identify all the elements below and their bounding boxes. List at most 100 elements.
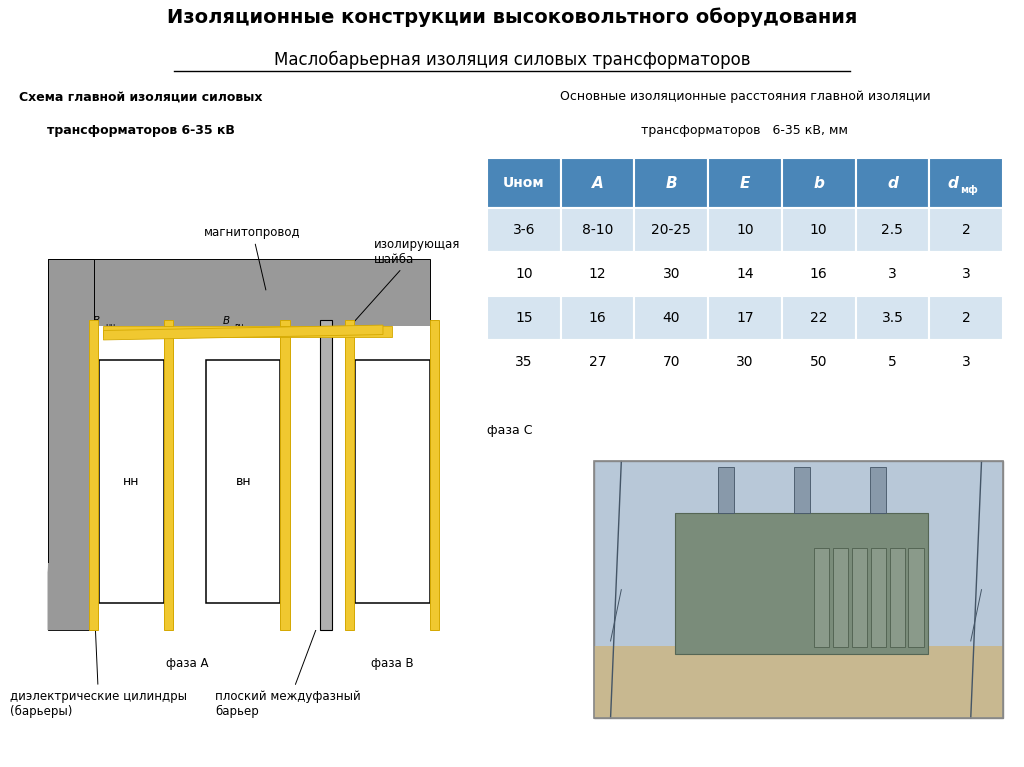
Text: 17: 17 [736,311,754,325]
Text: A: A [181,465,188,475]
Bar [561,209,634,252]
Bar [869,466,886,512]
Bar [164,320,173,630]
Bar [718,466,734,512]
Text: вн: вн [236,476,251,488]
Bar [709,158,782,209]
Text: 2: 2 [962,311,971,325]
Bar [908,548,924,647]
Bar [206,360,281,603]
Text: A: A [592,176,603,190]
Text: 2: 2 [962,223,971,237]
Bar [594,462,1004,718]
Bar [88,320,98,630]
Bar [709,340,782,384]
Bar [47,259,430,327]
Bar [634,252,708,296]
Text: 16: 16 [589,311,606,325]
Bar [98,360,164,603]
Bar [782,209,855,252]
Bar [782,158,855,209]
Bar [855,209,929,252]
Bar [634,158,708,209]
Text: 15: 15 [515,311,532,325]
Bar [561,158,634,209]
Bar [890,548,905,647]
Text: 10: 10 [736,223,754,237]
Bar [930,209,1002,252]
Bar [855,158,929,209]
Text: 3-6: 3-6 [513,223,535,237]
Bar [561,296,634,340]
Bar [794,466,810,512]
Text: 35: 35 [515,355,532,369]
Bar [930,158,1002,209]
Bar [345,320,354,630]
Bar [487,252,561,296]
Bar [675,512,929,653]
Text: 2.5: 2.5 [882,223,903,237]
Text: фаза В: фаза В [371,657,414,670]
Text: трансформаторов   6-35 кВ, мм: трансформаторов 6-35 кВ, мм [641,124,849,137]
Text: B: B [666,176,677,190]
Text: B: B [222,317,229,327]
Bar [634,340,708,384]
Polygon shape [47,563,94,630]
Text: вн: вн [233,322,244,331]
Text: 50: 50 [810,355,827,369]
Text: b: b [813,176,824,190]
Text: 12: 12 [589,267,606,281]
Bar [930,340,1002,384]
Bar [561,252,634,296]
Bar [47,259,94,630]
Bar [487,340,561,384]
Bar [709,296,782,340]
Text: плоский междуфазный
барьер: плоский междуфазный барьер [215,606,361,718]
Text: 3: 3 [888,267,897,281]
Bar [834,548,848,647]
Bar [487,209,561,252]
Text: 30: 30 [663,267,680,281]
Bar [281,320,290,630]
Text: изолирующая
шайба: изолирующая шайба [347,238,460,329]
Text: 5: 5 [888,355,897,369]
Bar [487,296,561,340]
Bar [855,252,929,296]
Bar [355,360,430,603]
Text: 70: 70 [663,355,680,369]
Text: b: b [302,360,308,370]
Bar [782,296,855,340]
Bar [852,548,867,647]
Bar [634,296,708,340]
Text: 3: 3 [962,355,971,369]
Text: 3.5: 3.5 [882,311,903,325]
Text: фаза А: фаза А [166,657,209,670]
Text: Маслобарьерная изоляция силовых трансформаторов: Маслобарьерная изоляция силовых трансфор… [273,51,751,69]
Text: d: d [947,176,958,190]
Bar [594,646,1004,718]
Text: диэлектрические цилиндры
(барьеры): диэлектрические цилиндры (барьеры) [10,592,187,718]
Text: Uном: Uном [503,176,545,190]
Text: нн: нн [123,476,139,488]
Bar [634,209,708,252]
Text: d: d [186,360,193,370]
Text: фаза С: фаза С [487,424,532,437]
Text: Схема главной изоляции силовых: Схема главной изоляции силовых [19,91,262,104]
Text: 8-10: 8-10 [582,223,613,237]
Text: 30: 30 [736,355,754,369]
Bar [782,252,855,296]
Polygon shape [103,327,392,337]
Bar [782,340,855,384]
Text: d: d [323,323,329,333]
Text: E: E [739,176,751,190]
Text: мф: мф [959,185,978,195]
Bar [709,209,782,252]
Text: 27: 27 [589,355,606,369]
Bar [709,252,782,296]
Text: B: B [93,317,100,327]
Bar [930,296,1002,340]
Bar [321,320,332,630]
Bar [855,296,929,340]
Text: 20-25: 20-25 [651,223,691,237]
Polygon shape [103,325,383,340]
